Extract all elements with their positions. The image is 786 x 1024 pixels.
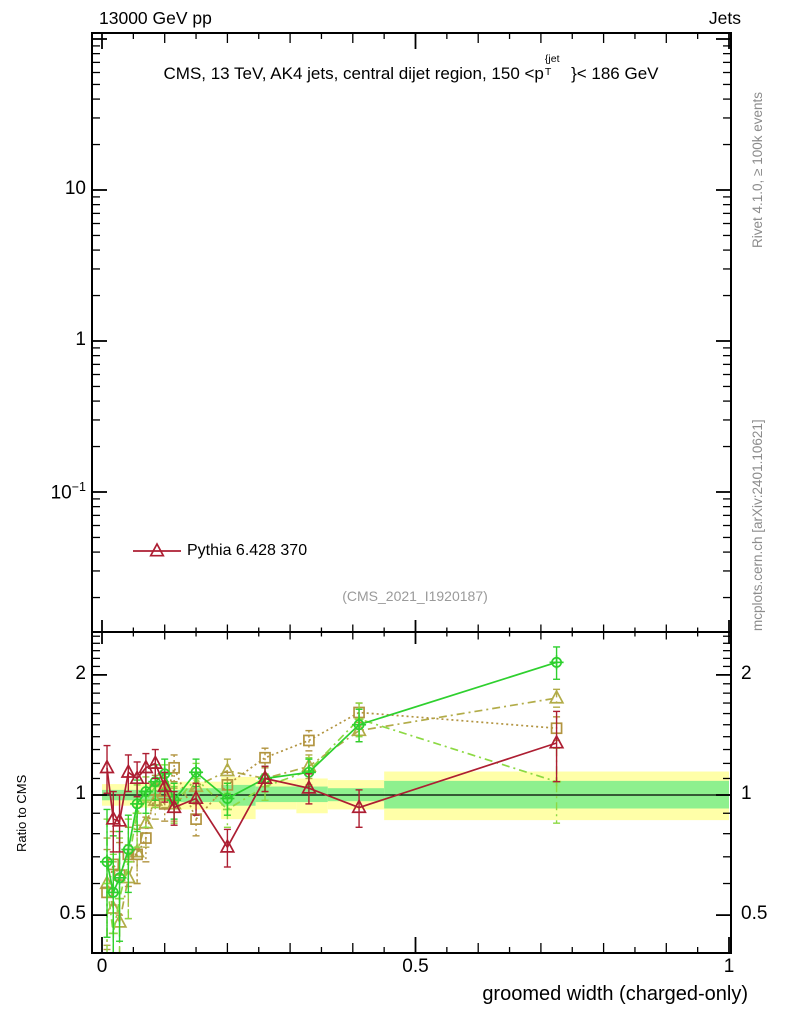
ratio-ytick-left-1: 1 — [75, 783, 86, 804]
ratio-series — [99, 646, 565, 953]
pt-jet-subscript: T — [544, 65, 552, 78]
ratio-ytick-right-2: 2 — [741, 662, 752, 684]
main-ytick-1: 1 — [75, 329, 86, 350]
plot-title-suffix: }< 186 GeV — [571, 64, 659, 83]
main-ytick-10: 10 — [64, 178, 86, 199]
series-olive-square-dotted — [101, 702, 563, 951]
series-pythia-6-428-370 — [99, 710, 565, 868]
series-olive-triangle-dashdot — [99, 688, 565, 953]
rivet-version-label: Rivet 4.1.0, ≥ 100k events — [750, 92, 765, 248]
axes-frames — [91, 32, 732, 954]
plot-title: CMS, 13 TeV, AK4 jets, central dijet reg… — [70, 53, 752, 84]
ratio-ytick-left-2: 2 — [75, 662, 86, 684]
pt-jet-superscript: {jet — [544, 52, 560, 65]
xtick-0: 0 — [96, 956, 108, 977]
ratio-ytick-left-0.5: 0.5 — [59, 903, 86, 925]
analysis-group-label: Jets — [708, 8, 741, 28]
x-axis-title: groomed width (charged-only) — [482, 983, 748, 1005]
beam-energy-label: 13000 GeV pp — [99, 8, 212, 28]
analysis-id-watermark: (CMS_2021_I1920187) — [342, 588, 488, 604]
ratio-ytick-right-1: 1 — [741, 783, 752, 804]
plot-title-prefix: CMS, 13 TeV, AK4 jets, central dijet reg… — [163, 64, 544, 83]
xtick-1: 1 — [723, 956, 735, 977]
uncertainty-bands — [92, 771, 731, 821]
legend-marker — [133, 542, 181, 557]
series-green-circle-solid — [100, 646, 564, 953]
mcplots-arxiv-label: mcplots.cern.ch [arXiv:2401.10621] — [750, 419, 765, 631]
ratio-ytick-right-0.5: 0.5 — [741, 903, 768, 925]
legend-label-pythia: Pythia 6.428 370 — [187, 542, 308, 559]
main-ytick-0.1: 10−1 — [50, 480, 86, 504]
pt-jet-symbol: {jet T — [544, 53, 571, 79]
xtick-0.5: 0.5 — [402, 956, 429, 977]
